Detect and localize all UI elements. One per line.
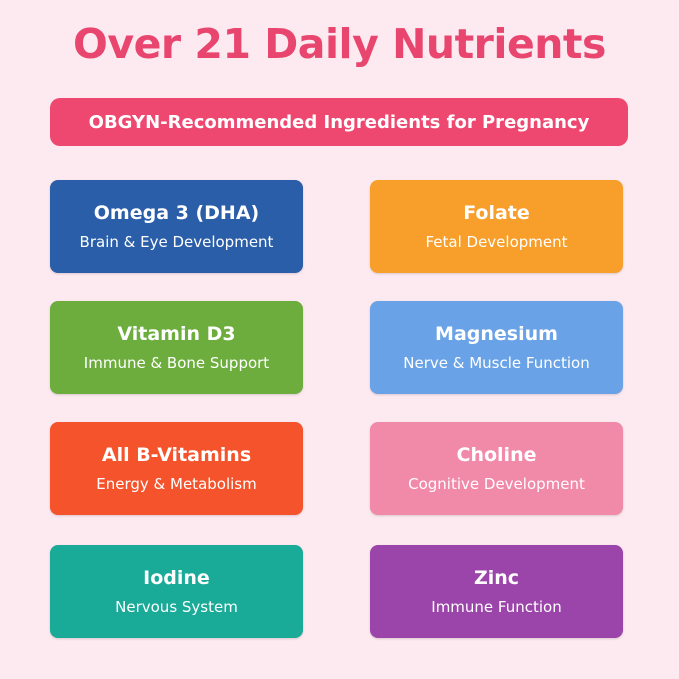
nutrient-card-choline: Choline Cognitive Development bbox=[370, 422, 623, 515]
nutrient-description: Fetal Development bbox=[425, 233, 568, 251]
nutrient-card-all-b-vitamins: All B-Vitamins Energy & Metabolism bbox=[50, 422, 303, 515]
nutrient-name: Choline bbox=[456, 444, 537, 466]
nutrient-description: Brain & Eye Development bbox=[79, 233, 274, 251]
nutrient-card-magnesium: Magnesium Nerve & Muscle Function bbox=[370, 301, 623, 394]
nutrient-name: All B-Vitamins bbox=[101, 444, 252, 466]
subtitle-banner: OBGYN-Recommended Ingredients for Pregna… bbox=[50, 98, 628, 146]
nutrient-card-vitamin-d3: Vitamin D3 Immune & Bone Support bbox=[50, 301, 303, 394]
nutrient-name: Folate bbox=[463, 202, 530, 224]
nutrient-description: Nervous System bbox=[115, 598, 238, 616]
nutrient-name: Vitamin D3 bbox=[117, 323, 236, 345]
nutrient-name: Zinc bbox=[473, 567, 520, 589]
nutrient-card-omega-3-dha: Omega 3 (DHA) Brain & Eye Development bbox=[50, 180, 303, 273]
nutrient-card-folate: Folate Fetal Development bbox=[370, 180, 623, 273]
nutrient-description: Nerve & Muscle Function bbox=[403, 354, 590, 372]
nutrient-description: Immune & Bone Support bbox=[83, 354, 270, 372]
nutrient-description: Cognitive Development bbox=[408, 475, 585, 493]
nutrient-name: Magnesium bbox=[435, 323, 558, 345]
nutrient-card-iodine: Iodine Nervous System bbox=[50, 545, 303, 638]
nutrient-card-zinc: Zinc Immune Function bbox=[370, 545, 623, 638]
nutrient-name: Omega 3 (DHA) bbox=[93, 202, 260, 224]
nutrient-description: Energy & Metabolism bbox=[96, 475, 257, 493]
page-title: Over 21 Daily Nutrients bbox=[73, 20, 606, 68]
nutrient-name: Iodine bbox=[143, 567, 210, 589]
nutrient-description: Immune Function bbox=[431, 598, 562, 616]
